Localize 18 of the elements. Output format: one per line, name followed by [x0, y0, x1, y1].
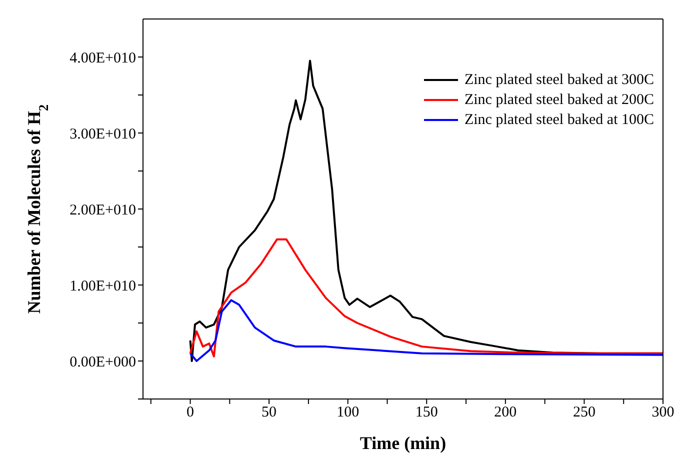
x-tick-label: 200 [494, 404, 517, 421]
x-tick-label: 150 [415, 404, 438, 421]
x-axis-title: Time (min) [360, 433, 446, 453]
y-tick-label: 2.00E+010 [70, 202, 136, 218]
line-series [189, 238, 663, 358]
line-series [189, 299, 663, 362]
x-tick-label: 50 [262, 404, 277, 421]
x-tick-label: 100 [336, 404, 360, 421]
y-tick-label: 1.00E+010 [70, 278, 136, 294]
x-tick-label: 300 [652, 404, 674, 421]
x-tick-label: 250 [572, 404, 596, 421]
y-tick-label: 3.00E+010 [70, 126, 136, 142]
y-tick-label: 0.00E+000 [70, 354, 136, 370]
legend-label: Zinc plated steel baked at 300C [464, 71, 654, 90]
y-tick-label: 4.00E+010 [70, 50, 136, 66]
legend-label: Zinc plated steel baked at 200C [464, 91, 654, 110]
legend-label: Zinc plated steel baked at 100C [464, 111, 654, 130]
x-tick-label: 0 [186, 404, 194, 421]
